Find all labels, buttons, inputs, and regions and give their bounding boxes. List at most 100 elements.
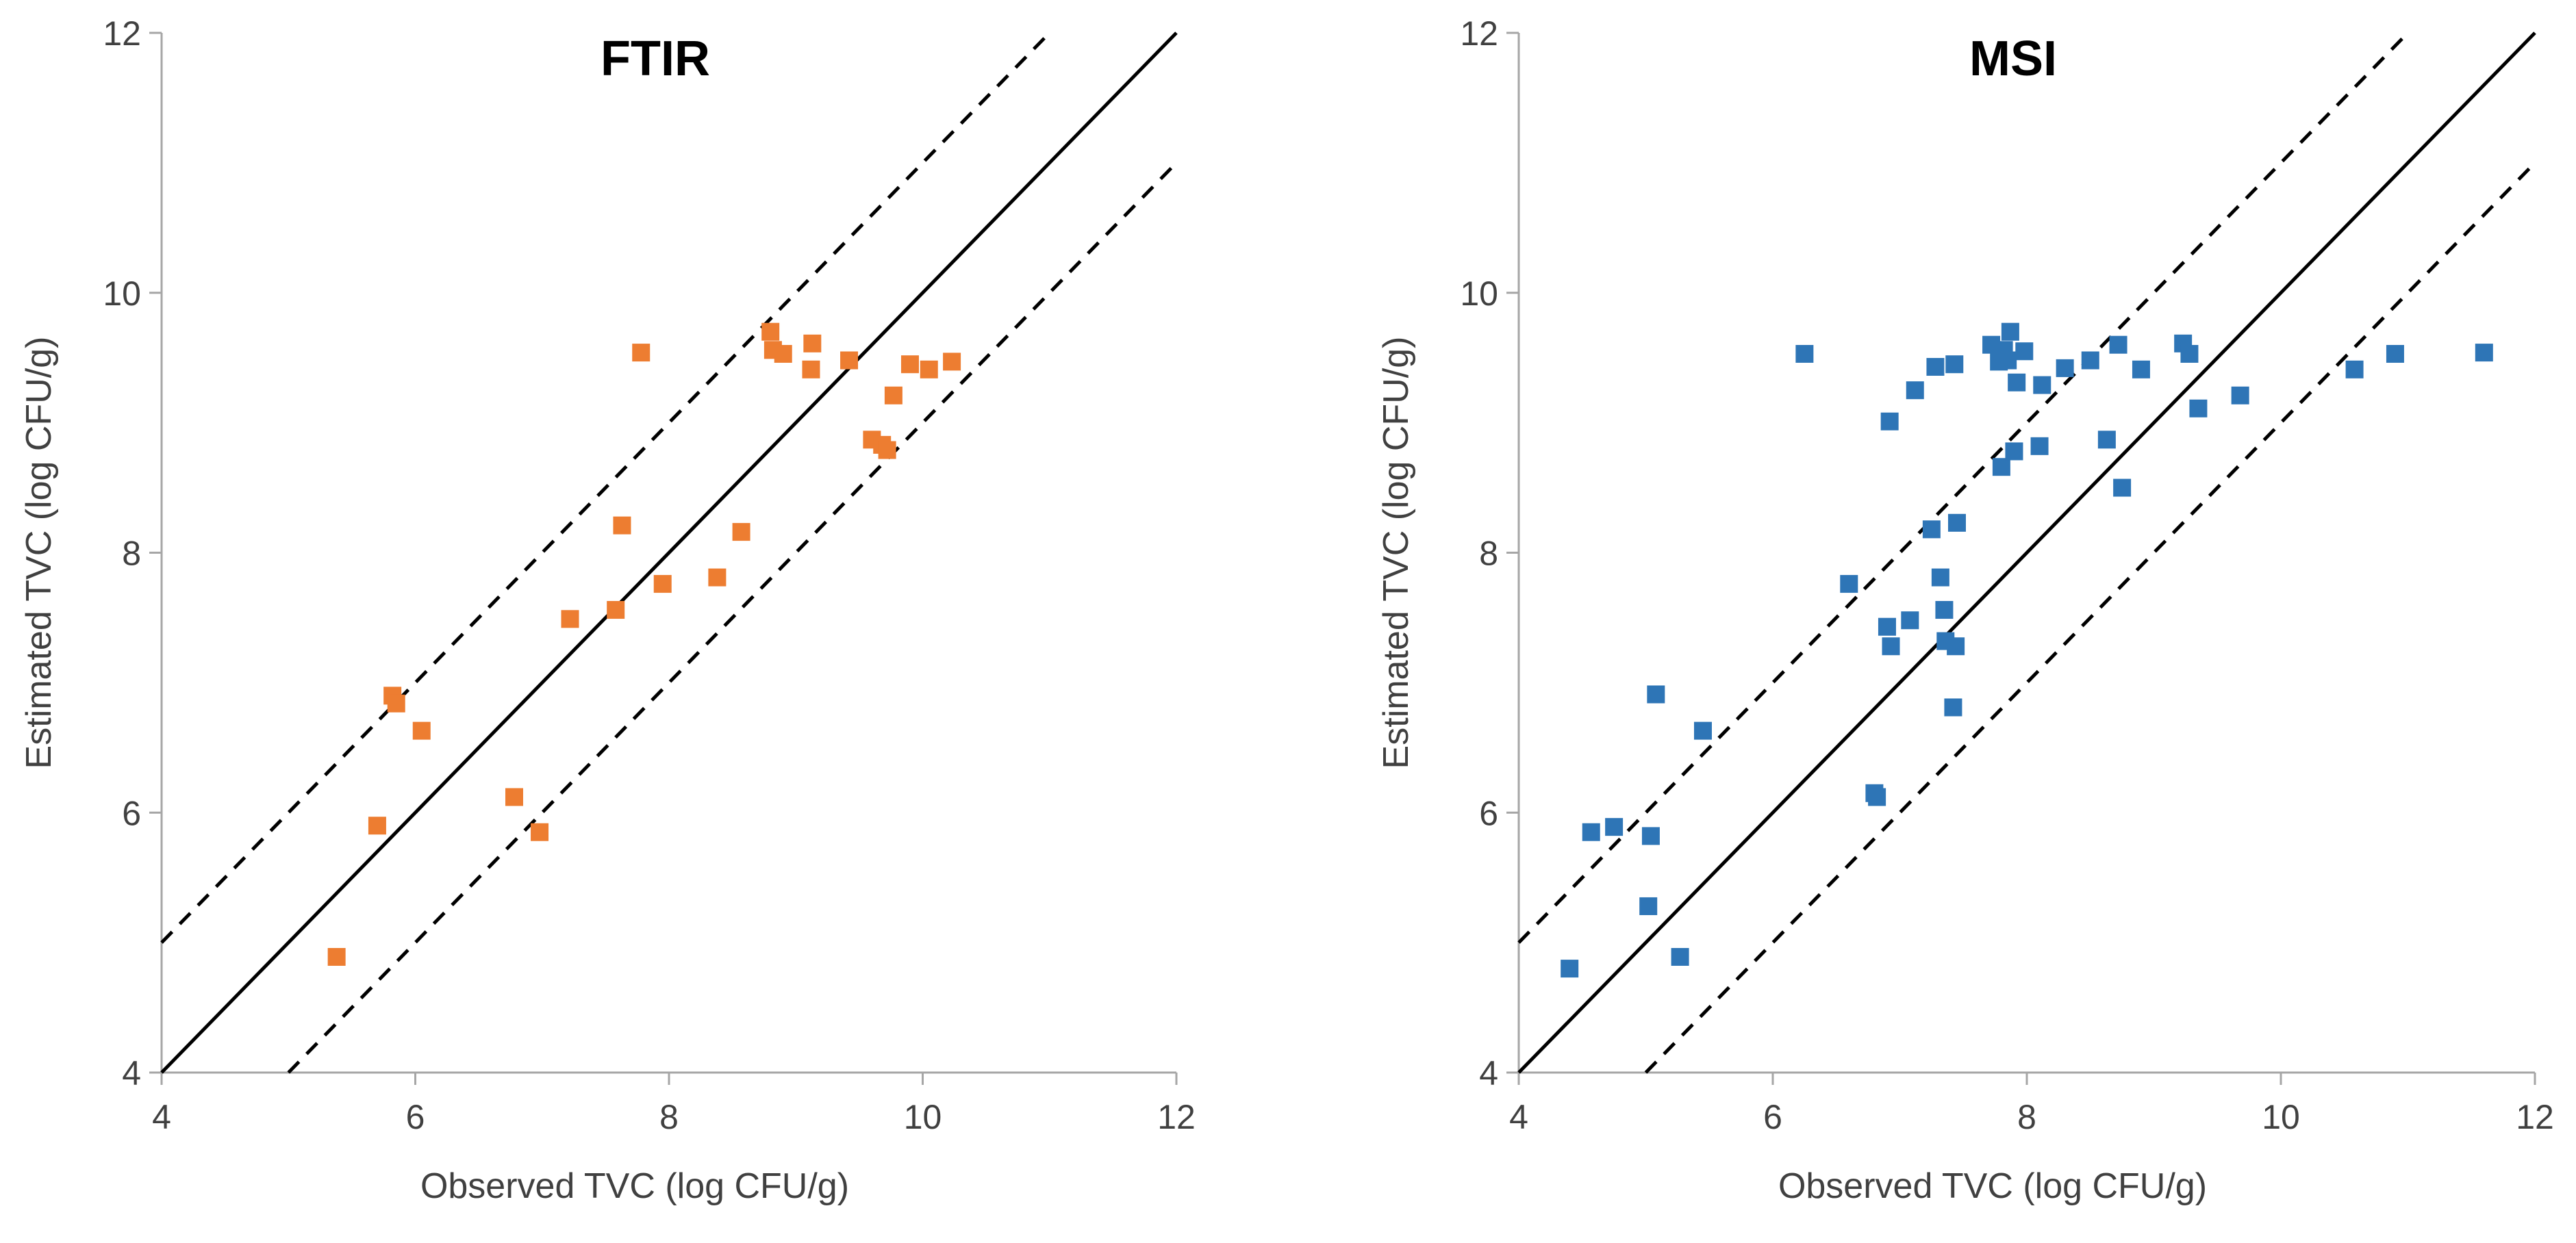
chart-panel-ftir: 4 6 8 10 12 4 6 8 10 12 FTIR Observed TVC (log CFU/… bbox=[19, 14, 1196, 1206]
data-point bbox=[2005, 442, 2023, 461]
data-point bbox=[900, 355, 919, 374]
data-point bbox=[1922, 520, 1941, 539]
chart-panel-msi: 4 6 8 10 12 4 6 8 10 12 MSI Observed TVC (log CFU/g… bbox=[1376, 14, 2554, 1206]
x-tick-label: 6 bbox=[1763, 1098, 1782, 1136]
data-point bbox=[368, 817, 386, 835]
y-tick-label: 8 bbox=[1479, 535, 1498, 573]
data-point bbox=[1639, 897, 1658, 915]
data-point bbox=[2189, 399, 2208, 418]
lower-bound-line bbox=[1644, 162, 2536, 1074]
chart-title: FTIR bbox=[601, 31, 710, 86]
data-point bbox=[1868, 788, 1886, 806]
y-tick-label: 12 bbox=[1460, 14, 1498, 53]
data-point bbox=[2033, 376, 2051, 394]
upper-bound-line bbox=[1517, 31, 2410, 944]
y-tick-label: 10 bbox=[103, 274, 141, 313]
data-point bbox=[2056, 359, 2074, 377]
x-tick-label: 4 bbox=[152, 1098, 171, 1136]
identity-line bbox=[160, 31, 1178, 1074]
y-axis-label: Estimated TVC (log CFU/g) bbox=[1376, 337, 1416, 769]
data-point bbox=[1605, 818, 1624, 836]
data-point bbox=[531, 823, 549, 841]
x-tick-label: 10 bbox=[2262, 1098, 2300, 1136]
data-point bbox=[2097, 431, 2116, 449]
data-point bbox=[1647, 685, 1665, 704]
x-tick-label: 4 bbox=[1509, 1098, 1528, 1136]
data-point bbox=[2081, 351, 2099, 370]
data-point bbox=[1671, 948, 1689, 966]
data-point bbox=[1906, 381, 1924, 400]
data-point bbox=[2231, 386, 2249, 405]
data-point bbox=[412, 721, 431, 740]
y-tick-label: 6 bbox=[1479, 794, 1498, 832]
identity-line bbox=[1517, 31, 2536, 1074]
x-tick-label: 8 bbox=[2017, 1098, 2036, 1136]
data-point bbox=[1878, 617, 1896, 636]
data-point bbox=[561, 610, 579, 628]
data-point bbox=[2475, 344, 2493, 362]
y-tick-label: 4 bbox=[1479, 1054, 1498, 1092]
data-point bbox=[2008, 373, 2026, 392]
data-point bbox=[1926, 357, 1945, 376]
y-axis-label: Estimated TVC (log CFU/g) bbox=[19, 337, 59, 769]
data-point bbox=[2132, 360, 2150, 379]
data-point bbox=[761, 322, 780, 341]
y-tick-label: 10 bbox=[1460, 274, 1498, 313]
y-tick-label: 4 bbox=[122, 1054, 141, 1092]
data-point bbox=[1561, 960, 1579, 978]
data-point bbox=[1944, 698, 1962, 717]
data-point bbox=[1882, 637, 1900, 656]
data-point bbox=[840, 351, 859, 370]
data-point bbox=[1840, 575, 1858, 593]
data-point bbox=[884, 386, 902, 405]
upper-bound-line bbox=[160, 31, 1051, 944]
chart-title: MSI bbox=[1969, 31, 2057, 86]
data-point bbox=[2386, 344, 2404, 363]
data-point bbox=[505, 788, 523, 806]
data-point bbox=[2030, 437, 2049, 455]
data-point bbox=[1641, 827, 1660, 845]
data-point bbox=[607, 601, 625, 619]
data-point bbox=[2015, 342, 2034, 361]
x-tick-label: 6 bbox=[406, 1098, 425, 1136]
data-point bbox=[1947, 513, 1966, 532]
data-point bbox=[802, 360, 820, 379]
data-point bbox=[613, 516, 631, 535]
data-point bbox=[1880, 412, 1899, 431]
y-tick-label: 8 bbox=[122, 535, 141, 573]
data-point bbox=[327, 948, 346, 966]
x-axis-label: Observed TVC (log CFU/g) bbox=[1778, 1166, 2207, 1206]
lower-bound-line bbox=[287, 162, 1178, 1074]
data-point bbox=[708, 568, 727, 587]
data-point bbox=[1999, 351, 2017, 370]
x-tick-label: 12 bbox=[1157, 1098, 1196, 1136]
data-point bbox=[1992, 458, 2010, 476]
data-point bbox=[632, 344, 651, 362]
data-point bbox=[1945, 355, 1964, 374]
data-point bbox=[1931, 568, 1949, 587]
data-point bbox=[2345, 360, 2364, 379]
data-point bbox=[1947, 637, 1965, 656]
data-point bbox=[943, 353, 961, 371]
x-tick-label: 8 bbox=[659, 1098, 679, 1136]
data-point bbox=[1901, 611, 1919, 630]
data-point bbox=[1582, 823, 1600, 841]
y-tick-label: 6 bbox=[122, 794, 141, 832]
data-point bbox=[774, 344, 792, 363]
data-point bbox=[920, 360, 938, 379]
data-point bbox=[653, 575, 672, 593]
x-tick-label: 10 bbox=[904, 1098, 942, 1136]
data-point bbox=[1693, 721, 1712, 740]
data-point bbox=[803, 334, 822, 353]
data-point bbox=[1795, 344, 1814, 363]
data-point bbox=[387, 694, 405, 713]
data-point bbox=[1935, 601, 1954, 619]
data-point bbox=[2180, 344, 2199, 363]
data-point bbox=[2113, 478, 2132, 497]
data-point bbox=[2109, 335, 2127, 354]
x-axis-label: Observed TVC (log CFU/g) bbox=[420, 1166, 849, 1206]
y-tick-label: 12 bbox=[103, 14, 141, 53]
x-tick-label: 12 bbox=[2516, 1098, 2554, 1136]
